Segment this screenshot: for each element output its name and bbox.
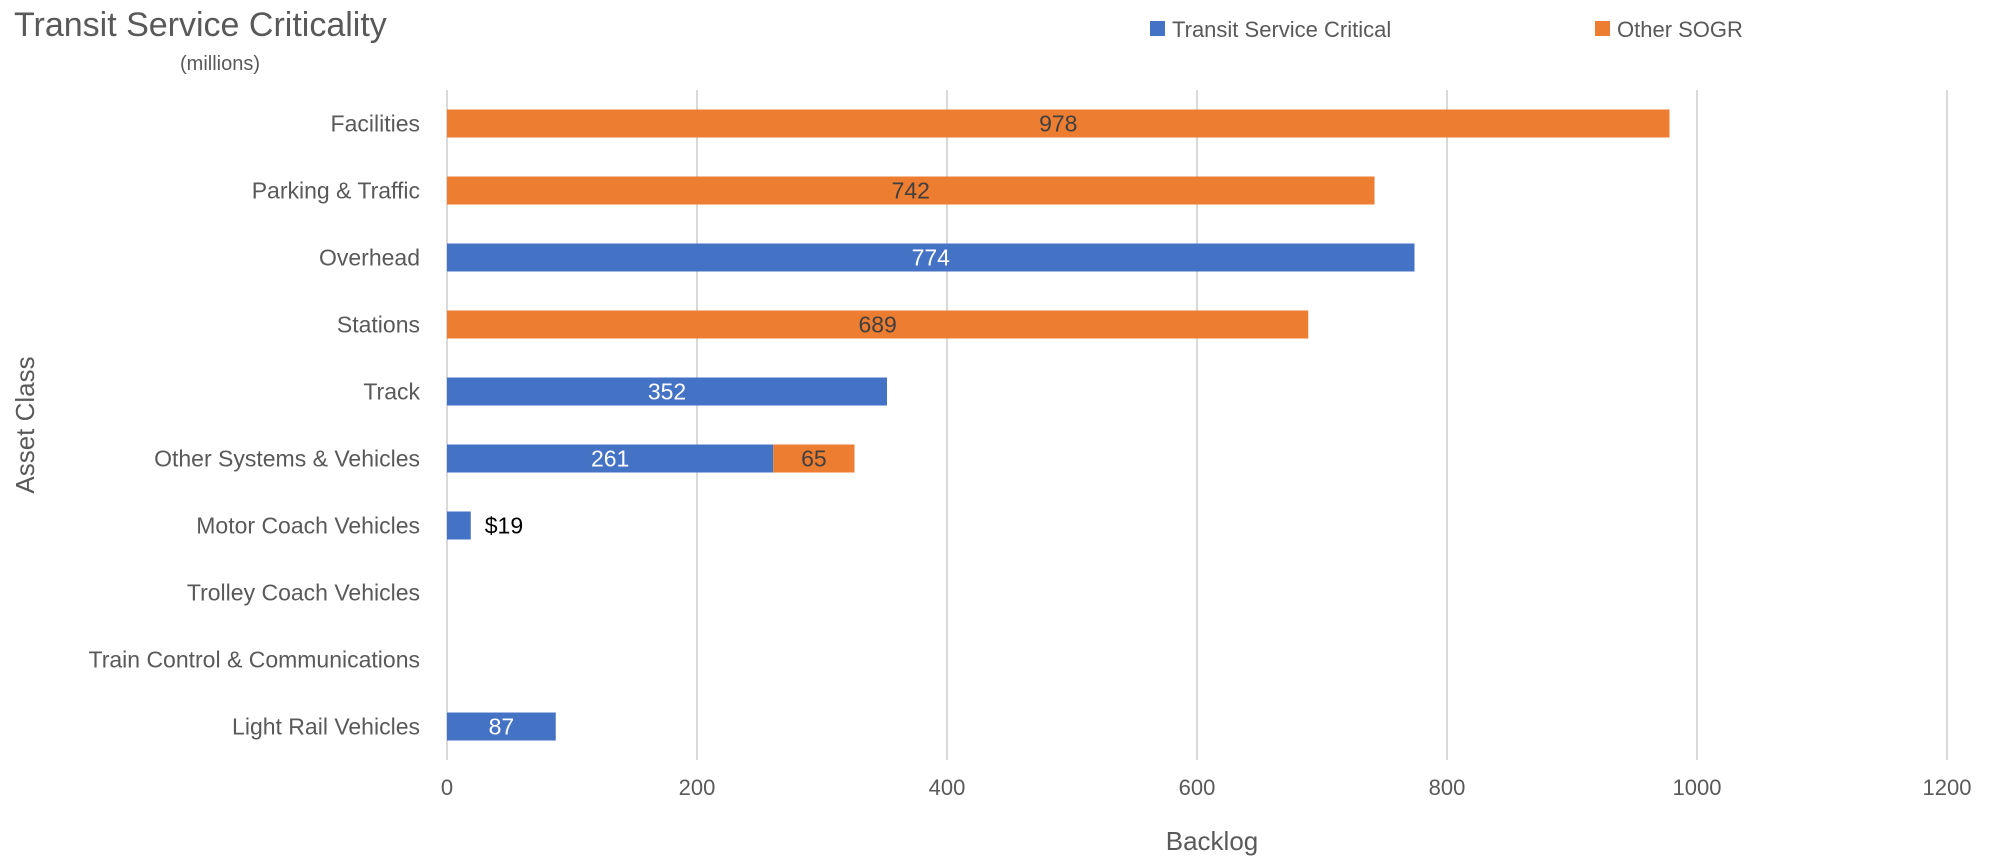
bar-transit-service-critical-light-rail-vehicles xyxy=(447,712,556,741)
bar-transit-service-critical-track xyxy=(447,377,887,406)
category-label-trolley-coach-vehicles: Trolley Coach Vehicles xyxy=(187,580,420,606)
x-tick-label: 0 xyxy=(441,775,453,800)
legend-label-other-sogr: Other SOGR xyxy=(1617,17,1743,42)
category-label-overhead: Overhead xyxy=(319,245,420,271)
x-tick-label: 400 xyxy=(929,775,966,800)
data-labels: 978 742 774 689 352 261 65 $19 87 xyxy=(485,111,1078,740)
legend-label-transit-service-critical: Transit Service Critical xyxy=(1172,17,1391,42)
data-label-other-sogr-facilities: 978 xyxy=(1039,111,1077,137)
x-tick-labels: 0 200 400 600 800 1000 1200 xyxy=(441,775,1972,800)
x-axis-title: Backlog xyxy=(1166,826,1259,856)
x-tick-label: 200 xyxy=(679,775,716,800)
legend-swatch-other-sogr xyxy=(1595,21,1610,36)
category-label-motor-coach-vehicles: Motor Coach Vehicles xyxy=(196,513,420,539)
legend-swatch-transit-service-critical xyxy=(1150,21,1165,36)
data-label-other-sogr-other-systems-vehicles: 65 xyxy=(801,446,827,472)
x-tick-label: 600 xyxy=(1179,775,1216,800)
data-label-transit-service-critical-overhead: 774 xyxy=(912,245,951,271)
legend: Transit Service Critical Other SOGR xyxy=(1150,17,1743,42)
category-label-light-rail-vehicles: Light Rail Vehicles xyxy=(232,714,420,740)
bars xyxy=(447,109,1670,741)
data-label-transit-service-critical-light-rail-vehicles: 87 xyxy=(489,714,515,740)
data-label-other-sogr-stations: 689 xyxy=(858,312,896,338)
category-label-train-control-communications: Train Control & Communications xyxy=(89,647,421,673)
x-tick-label: 800 xyxy=(1429,775,1466,800)
bar-other-sogr-other-systems-vehicles xyxy=(773,444,855,473)
bar-transit-service-critical-other-systems-vehicles xyxy=(447,444,774,473)
category-labels: Facilities Parking & Traffic Overhead Stati… xyxy=(89,111,421,740)
category-label-other-systems-vehicles: Other Systems & Vehicles xyxy=(154,446,420,472)
bar-transit-service-critical-overhead xyxy=(447,243,1415,272)
category-label-parking-traffic: Parking & Traffic xyxy=(252,178,420,204)
x-tick-label: 1000 xyxy=(1673,775,1722,800)
category-label-facilities: Facilities xyxy=(331,111,420,137)
data-label-transit-service-critical-track: 352 xyxy=(648,379,686,405)
bar-transit-service-critical-motor-coach-vehicles xyxy=(447,511,471,540)
category-label-stations: Stations xyxy=(337,312,420,338)
data-label-transit-service-critical-motor-coach-vehicles: $19 xyxy=(485,513,523,539)
chart-title: Transit Service Criticality xyxy=(14,6,387,44)
data-label-transit-service-critical-other-systems-vehicles: 261 xyxy=(591,446,629,472)
bar-other-sogr-stations xyxy=(447,310,1309,339)
x-tick-label: 1200 xyxy=(1923,775,1972,800)
bar-other-sogr-parking-traffic xyxy=(447,176,1375,205)
category-label-track: Track xyxy=(363,379,420,405)
data-label-other-sogr-parking-traffic: 742 xyxy=(892,178,930,204)
bar-other-sogr-facilities xyxy=(447,109,1670,138)
y-axis-title: Asset Class xyxy=(10,356,40,493)
chart-subtitle: (millions) xyxy=(180,53,260,75)
